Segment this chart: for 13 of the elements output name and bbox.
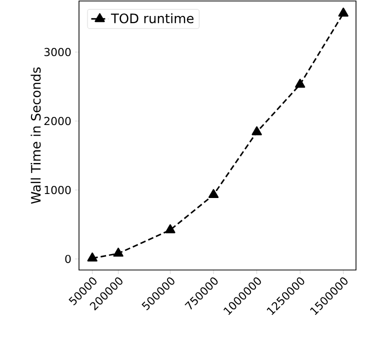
- point: [295, 78, 306, 88]
- y-tick-label: 2000: [44, 116, 71, 126]
- point: [252, 126, 262, 136]
- y-tick-label: 3000: [44, 48, 71, 56]
- legend-label: TOD runtime: [110, 13, 194, 24]
- point: [338, 8, 348, 17]
- point: [208, 189, 219, 198]
- point: [87, 252, 98, 262]
- y-tick-label: 0: [65, 254, 71, 264]
- y-axis-title: Wall Time in Seconds: [30, 67, 41, 204]
- point: [113, 248, 124, 257]
- y-tick-label: 1000: [44, 186, 71, 194]
- point: [165, 224, 176, 234]
